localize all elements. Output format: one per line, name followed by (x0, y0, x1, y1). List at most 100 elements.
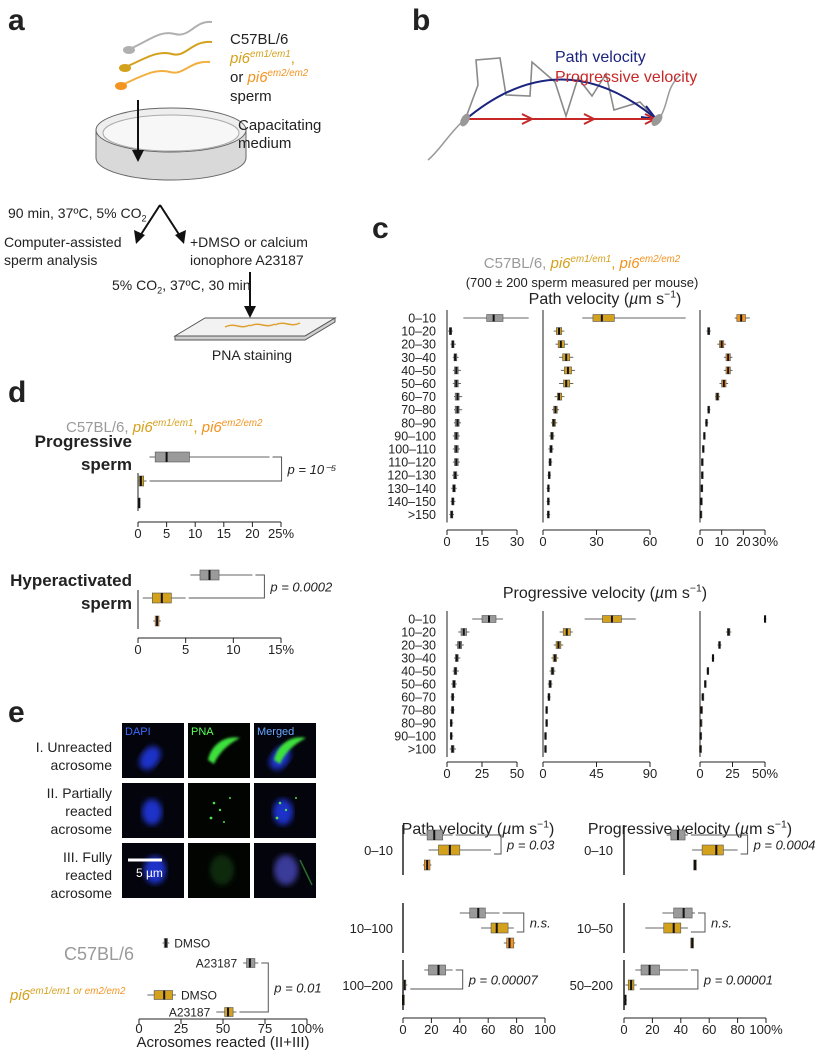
dapi-stain (273, 799, 293, 825)
y-tick-label: 130–140 (387, 482, 436, 496)
text-run: em1/em1 (250, 49, 291, 60)
box (486, 314, 504, 322)
x-tick-label: 0 (135, 1021, 142, 1036)
x-tick-label: 30% (752, 534, 778, 549)
label: pi6em1/em1, (229, 49, 295, 67)
text-run: em1/em1 (30, 986, 71, 997)
row-label: Hyperactivated (10, 571, 132, 590)
y-tick-label: 90–100 (394, 429, 436, 443)
arrow-head (132, 150, 144, 162)
y-tick-label: 110–120 (388, 456, 436, 470)
x-tick-label: 80 (730, 1022, 744, 1037)
label: Computer-assisted (4, 234, 122, 250)
significance-bracket (149, 456, 283, 482)
sperm-tail (131, 20, 213, 49)
label: 5% CO2, 37ºC, 30 min (112, 277, 251, 296)
p-value: p = 10⁻⁵ (287, 462, 337, 477)
text-run: pi6 (9, 987, 31, 1004)
slide (173, 317, 337, 341)
label: Capacitating (238, 117, 321, 134)
label: 5 µm (136, 866, 163, 880)
row-label: sperm (81, 455, 132, 474)
dapi-stain (139, 746, 161, 770)
y-tick-label: 40–50 (401, 364, 436, 378)
y-tick-label: 60–70 (401, 691, 436, 705)
arrow-head (244, 306, 256, 318)
y-tick-label: 0–10 (584, 843, 613, 858)
text-run: Path velocity ( (529, 291, 630, 308)
p-value: p = 0.01 (273, 981, 321, 996)
sperm-head (460, 113, 470, 127)
text-run: m s (638, 291, 664, 308)
x-tick-label: 10 (188, 526, 202, 541)
panel-letter: a (8, 4, 25, 37)
text-run: pi6 (132, 419, 154, 436)
y-tick-label: 50–200 (570, 978, 613, 993)
y-tick-label: 80–90 (401, 717, 436, 731)
x-tick-label: 20 (645, 1022, 659, 1037)
sperm-tail (123, 60, 211, 85)
label: reacted (65, 803, 112, 819)
chart-title: Progressive velocity (µm s−1) (588, 820, 792, 838)
x-tick-label: 0 (443, 766, 450, 781)
label: C57BL/6, pi6em1/em1, pi6em2/em2 (484, 254, 681, 272)
x-tick-label: 30 (589, 534, 603, 549)
chart-title: Path velocity (µm s−1) (529, 290, 682, 308)
text-run: ) (549, 821, 554, 838)
label: sperm (230, 88, 272, 105)
slide-sperm (224, 322, 301, 328)
text-run: em1/em1 (571, 254, 612, 265)
label: Path velocity (555, 49, 646, 66)
sperm-tail (427, 121, 463, 161)
row-label: Progressive (35, 432, 132, 451)
y-tick-label: 70–80 (401, 704, 436, 718)
p-value: p = 0.0004 (753, 838, 816, 853)
p-value: p = 0.00007 (468, 973, 539, 988)
panel-letter: c (372, 212, 389, 245)
y-tick-label: 100–200 (342, 978, 393, 993)
y-tick-label: 90–100 (394, 730, 436, 744)
arrow-head (175, 230, 186, 244)
dish (95, 107, 247, 181)
text-run: ) (676, 291, 681, 308)
panel-letter: e (8, 696, 25, 729)
text-run: −1 (664, 290, 676, 301)
p-value: p = 0.03 (506, 838, 555, 853)
label: acrosome (51, 757, 113, 773)
x-tick-label: 0 (620, 1022, 627, 1037)
y-tick-label: 20–30 (401, 338, 436, 352)
text-run: pi6 (201, 419, 223, 436)
x-tick-label: 0 (696, 766, 703, 781)
pna-speckles (209, 797, 231, 823)
text-run: −1 (775, 820, 787, 831)
y-tick-label: 60–70 (401, 390, 436, 404)
x-tick-label: 15% (268, 642, 294, 657)
curvilinear-path (464, 57, 656, 121)
panel-letter: b (412, 4, 430, 37)
x-tick-label: 0 (399, 1022, 406, 1037)
chart-title: Progressive velocity (µm s−1) (503, 584, 707, 602)
x-tick-label: 40 (674, 1022, 688, 1037)
path-velocity-curve (464, 78, 656, 121)
x-tick-label: 25 (174, 1021, 188, 1036)
x-tick-label: 0 (539, 766, 546, 781)
significance-bracket (690, 912, 706, 933)
row-label: A23187 (196, 957, 238, 971)
row-label: A23187 (169, 1006, 211, 1020)
y-tick-label: 80–90 (401, 416, 436, 430)
y-tick-label: 0–10 (408, 312, 436, 326)
sperm-head (115, 82, 127, 90)
y-tick-label: >150 (408, 508, 436, 522)
y-tick-label: 120–130 (387, 469, 436, 483)
x-tick-label: 0 (443, 534, 450, 549)
text-run: , (193, 419, 201, 436)
y-tick-label: 30–40 (401, 351, 436, 365)
x-tick-label: 0 (539, 534, 546, 549)
dapi-stain (144, 856, 166, 884)
x-tick-label: 0 (134, 526, 141, 541)
micrographs (122, 723, 316, 898)
x-tick-label: 50 (216, 1021, 230, 1036)
y-tick-label: 30–40 (401, 652, 436, 666)
